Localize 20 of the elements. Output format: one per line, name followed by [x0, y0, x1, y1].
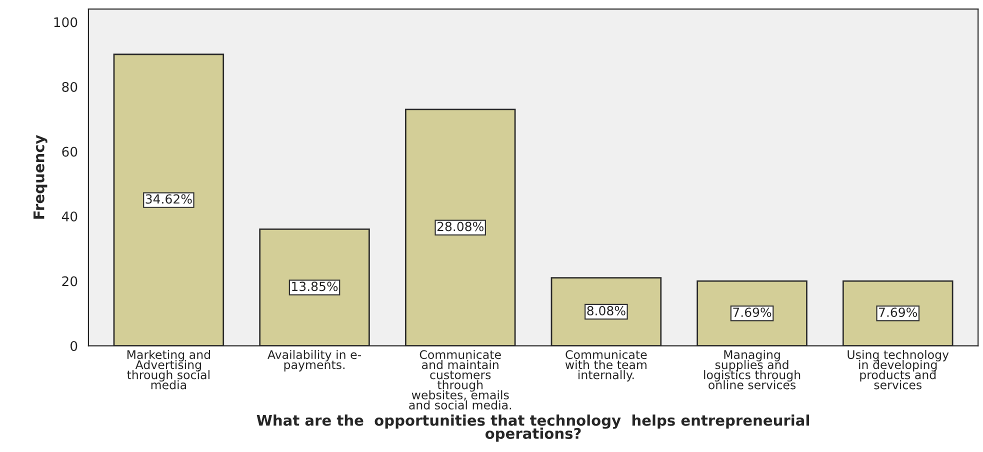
x-tick-label: Using technology in developing products and services	[848, 350, 949, 390]
x-tick-label: Marketing and Advertising through social media	[127, 350, 210, 390]
annotation: 13.85%	[292, 282, 338, 292]
annotation: 7.69%	[733, 308, 772, 318]
x-axis-title: What are the opportunities that technology helps entrepreneurial operations?	[256, 414, 809, 442]
x-tick-label: Communicate with the team internally.	[565, 350, 647, 382]
y-tick-label: 80	[62, 82, 78, 92]
x-tick-label: Managing supplies and logistics through online services	[704, 350, 800, 390]
x-tick-label: Communicate and maintain customers through websites, emails and social media.	[409, 350, 512, 410]
y-tick-label: 0	[70, 341, 78, 351]
annotation: 8.08%	[587, 306, 626, 316]
annotation: 28.08%	[437, 222, 484, 232]
y-tick-label: 20	[62, 276, 78, 286]
annotation: 34.62%	[146, 194, 192, 204]
y-tick-label: 100	[54, 17, 78, 28]
y-axis-title: Frequency	[34, 134, 48, 219]
annotation: 7.69%	[879, 308, 918, 318]
x-tick-label: Availability in e- payments.	[268, 350, 362, 372]
y-tick-label: 40	[62, 211, 78, 222]
y-tick-label: 60	[62, 146, 78, 157]
